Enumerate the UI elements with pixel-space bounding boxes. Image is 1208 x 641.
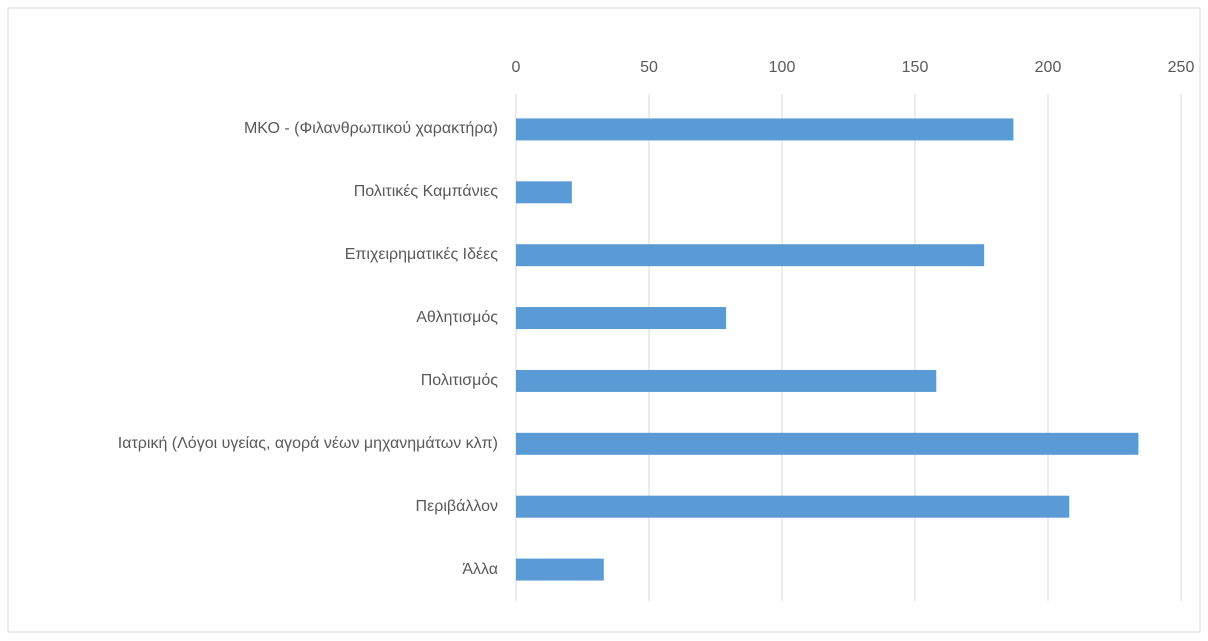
x-tick-label: 250 (1168, 59, 1195, 76)
bar (516, 118, 1014, 141)
y-tick-label: Ιατρική (Λόγοι υγείας, αγορά νέων μηχανη… (117, 434, 498, 452)
bar (516, 181, 572, 204)
bar (516, 307, 727, 330)
bar (516, 558, 604, 581)
bar (516, 432, 1139, 455)
y-tick-label: Περιβάλλον (415, 497, 498, 515)
bar (516, 495, 1070, 518)
y-tick-label: ΜΚΟ - (Φιλανθρωπικού χαρακτήρα) (243, 120, 498, 138)
bar (516, 244, 985, 267)
x-tick-label: 0 (512, 59, 521, 76)
x-tick-label: 100 (769, 59, 796, 76)
y-tick-label: Πολιτικές Καμπάνιες (353, 183, 498, 201)
x-tick-label: 150 (902, 59, 929, 76)
y-tick-label: Επιχειρηματικές Ιδέες (344, 246, 498, 264)
bar (516, 369, 937, 392)
y-tick-label: Πολιτισμός (420, 371, 498, 389)
y-tick-label: Αθλητισμός (416, 309, 498, 327)
y-tick-label: Άλλα (462, 560, 498, 578)
x-tick-label: 50 (640, 59, 658, 76)
x-tick-label: 200 (1035, 59, 1062, 76)
